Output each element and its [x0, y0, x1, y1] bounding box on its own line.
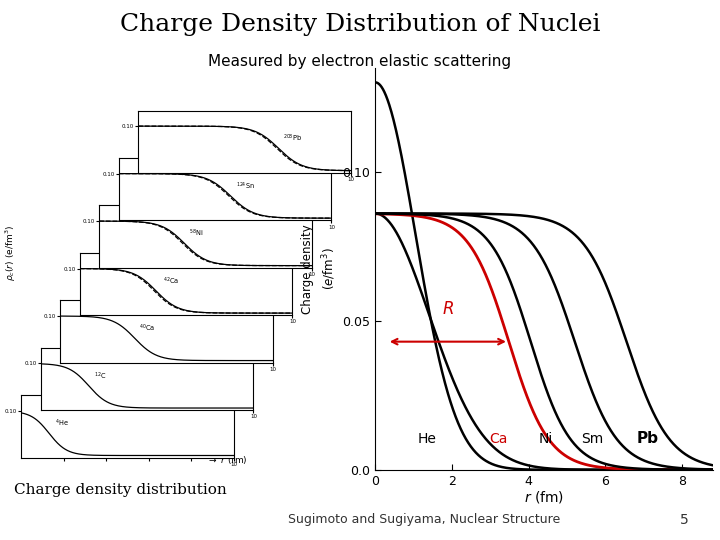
Text: Sm: Sm — [581, 432, 603, 446]
Text: Measured by electron elastic scattering: Measured by electron elastic scattering — [208, 54, 512, 69]
Y-axis label: Charge density
$(e / \mathrm{fm}^3)$: Charge density $(e / \mathrm{fm}^3)$ — [301, 224, 338, 314]
Text: Sugimoto and Sugiyama, Nuclear Structure: Sugimoto and Sugiyama, Nuclear Structure — [288, 514, 560, 526]
Text: $R$: $R$ — [442, 300, 454, 318]
Text: Charge Density Distribution of Nuclei: Charge Density Distribution of Nuclei — [120, 14, 600, 37]
Text: He: He — [418, 432, 436, 446]
Text: $\rightarrow$ $r$ (fm): $\rightarrow$ $r$ (fm) — [207, 454, 247, 466]
Text: Ca: Ca — [489, 432, 508, 446]
X-axis label: $r$ (fm): $r$ (fm) — [524, 489, 564, 505]
Text: Pb: Pb — [636, 431, 659, 446]
Text: $\rho_c(r)$ (e/fm$^3$): $\rho_c(r)$ (e/fm$^3$) — [4, 225, 18, 281]
Text: Ni: Ni — [539, 432, 553, 446]
Text: 5: 5 — [680, 512, 689, 526]
Text: Charge density distribution: Charge density distribution — [14, 483, 227, 497]
